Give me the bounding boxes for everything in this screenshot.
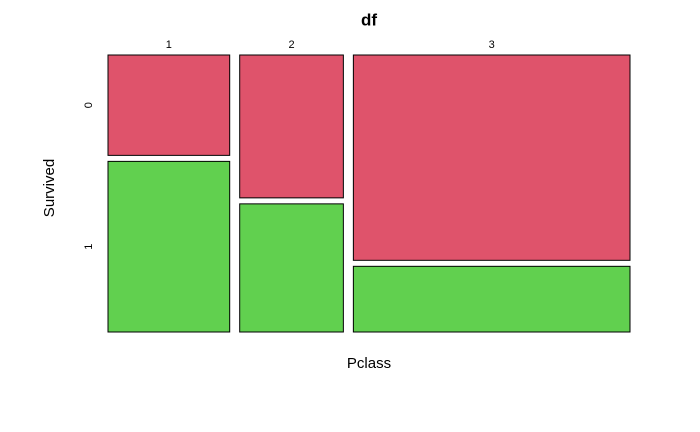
x-axis-label: Pclass [347, 355, 391, 372]
y-axis-label: Survived [41, 159, 58, 217]
x-tick-label: 1 [166, 39, 172, 51]
x-tick-label: 2 [288, 39, 294, 51]
mosaic-tile [239, 203, 344, 333]
mosaic-tile [352, 54, 631, 261]
y-tick-label: 1 [83, 244, 95, 250]
mosaic-tile [107, 54, 231, 156]
y-tick-label: 0 [83, 102, 95, 108]
mosaic-tile [107, 160, 231, 333]
mosaic-tile [239, 54, 344, 199]
x-tick-label: 3 [489, 39, 495, 51]
mosaic-tile [352, 265, 631, 333]
chart-title: df [361, 10, 377, 29]
